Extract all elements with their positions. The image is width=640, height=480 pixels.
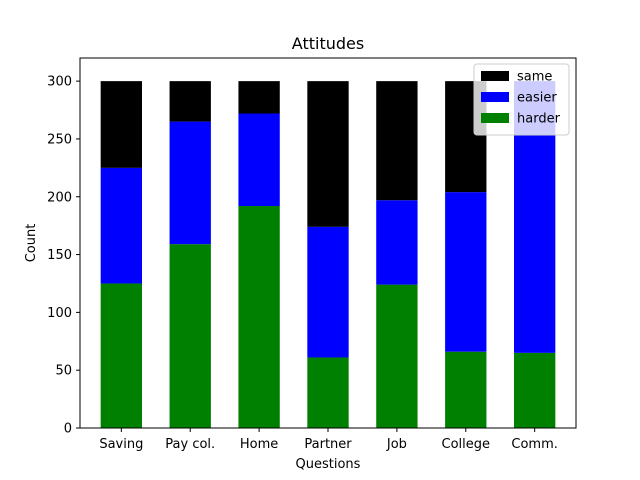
- legend-swatch-same: [481, 71, 509, 81]
- y-axis-ticks: 0 50 100 150 200 250 300: [47, 75, 80, 437]
- y-tick-label: 200: [47, 190, 72, 205]
- bar-harder-1: [169, 244, 211, 428]
- legend-label-harder: harder: [517, 112, 561, 127]
- y-axis-label: Count: [24, 224, 39, 263]
- x-tick-label: Partner: [304, 437, 352, 452]
- legend-swatch-easier: [481, 92, 509, 102]
- x-axis-label: Questions: [296, 457, 361, 472]
- chart-title: Attitudes: [292, 34, 364, 53]
- bar-same-0: [100, 81, 142, 168]
- x-tick-label: Job: [386, 437, 407, 452]
- y-tick-label: 0: [64, 422, 72, 437]
- x-tick-label: Saving: [99, 437, 143, 452]
- bar-harder-4: [376, 284, 418, 429]
- bar-harder-6: [514, 352, 556, 428]
- bar-easier-3: [307, 226, 349, 358]
- bar-easier-4: [376, 200, 418, 285]
- y-tick-label: 300: [47, 75, 72, 90]
- bar-same-4: [376, 81, 418, 201]
- legend-swatch-harder: [481, 113, 509, 123]
- bar-same-2: [238, 81, 280, 114]
- legend-label-easier: easier: [517, 91, 557, 106]
- x-tick-label: Comm.: [511, 437, 558, 452]
- bar-harder-5: [445, 351, 487, 428]
- y-tick-label: 250: [47, 132, 72, 147]
- bar-harder-2: [238, 206, 280, 428]
- bar-easier-5: [445, 192, 487, 352]
- bar-easier-1: [169, 121, 211, 245]
- x-tick-label: College: [442, 437, 491, 452]
- bar-harder-0: [100, 283, 142, 428]
- x-tick-label: Home: [240, 437, 278, 452]
- legend-label-same: same: [517, 70, 552, 85]
- x-axis-ticks: Saving Pay col. Home Partner Job College Comm.: [99, 428, 558, 452]
- bar-easier-0: [100, 167, 142, 284]
- legend: same easier harder: [473, 63, 570, 136]
- bar-same-3: [307, 81, 349, 227]
- bar-same-1: [169, 81, 211, 122]
- y-tick-label: 50: [55, 364, 72, 379]
- bar-easier-2: [238, 113, 280, 206]
- plot-frame: [79, 57, 577, 429]
- y-tick-label: 100: [47, 306, 72, 321]
- y-tick-label: 150: [47, 248, 72, 263]
- x-tick-label: Pay col.: [165, 437, 215, 452]
- bar-harder-3: [307, 357, 349, 428]
